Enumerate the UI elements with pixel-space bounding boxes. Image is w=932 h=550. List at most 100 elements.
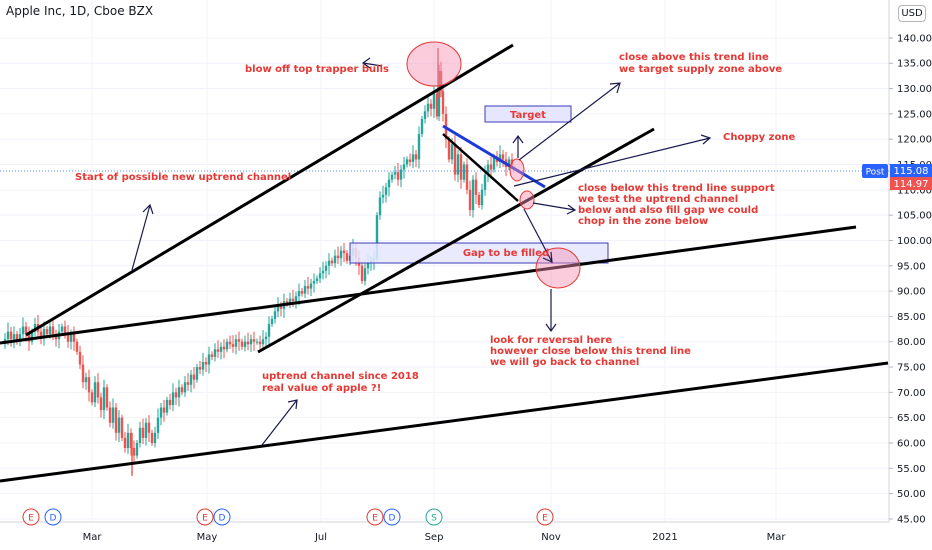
candle-body [492, 156, 496, 170]
annotation-close-above-1: close above this trend line [619, 52, 769, 63]
candle-body [399, 169, 403, 180]
candle-body [483, 174, 487, 190]
candle-body [279, 306, 283, 309]
inner-uptrend-line[interactable] [257, 127, 655, 354]
breakdown-ellipse[interactable] [519, 190, 535, 210]
time-axis[interactable]: Mar May Jul Sep Nov 2021 Mar [83, 532, 787, 543]
candle-body [453, 144, 457, 175]
arrow-close-above [518, 82, 621, 161]
candle-body [72, 334, 76, 342]
annotation-close-below-2: we test the uptrend channel [578, 194, 738, 205]
candle-body [12, 334, 16, 340]
candle-body [99, 397, 103, 411]
x-tick-label: Mar [767, 532, 787, 543]
candle-body [237, 339, 241, 342]
candle-body [261, 339, 265, 345]
candle-body [135, 442, 139, 456]
annotation-2018-1: uptrend channel since 2018 [262, 371, 419, 382]
candle-body [432, 93, 436, 109]
candle-body [15, 334, 19, 342]
top-ellipse[interactable] [406, 41, 462, 87]
lower-channel-line[interactable] [0, 361, 889, 483]
candle-body [437, 70, 441, 117]
y-tick-label: 130.00 [897, 84, 932, 95]
y-tick-label: 140.00 [897, 33, 932, 44]
candle-body [375, 215, 379, 259]
candle-body [102, 387, 106, 411]
candle-body [327, 260, 331, 266]
candle-body [222, 346, 226, 350]
upper-channel-line[interactable] [25, 43, 514, 337]
annotations: blow off top trapper bulls close above t… [75, 52, 795, 394]
candle-body [132, 448, 136, 456]
last-price: 114.97 [894, 179, 929, 190]
candle-body [60, 326, 64, 332]
y-tick-label: 105.00 [897, 211, 932, 222]
y-tick-label: 50.00 [897, 489, 926, 500]
candle-body [138, 427, 142, 443]
currency-button[interactable]: USD [898, 5, 926, 22]
candle-body [87, 377, 91, 393]
candle-body [42, 329, 46, 337]
candle-body [48, 326, 52, 335]
short-trend-line[interactable] [442, 133, 519, 202]
candle-body [174, 392, 178, 398]
candle-body [405, 159, 409, 165]
candle-body [252, 339, 256, 342]
y-tick-label: 45.00 [897, 514, 926, 525]
candle-body [408, 159, 412, 162]
x-tick-label: Mar [83, 532, 103, 543]
breakout-ellipse[interactable] [509, 158, 525, 182]
candle-body [18, 334, 22, 342]
candle-body [459, 154, 463, 180]
candle-body [381, 194, 385, 198]
candle-body [426, 103, 430, 112]
grid [0, 0, 889, 522]
candle-body [318, 273, 322, 279]
candle-body [435, 93, 439, 117]
candle-body [186, 382, 190, 385]
candle-body [267, 324, 271, 337]
annotation-choppy: Choppy zone [723, 132, 795, 143]
y-tick-label: 95.00 [897, 261, 926, 272]
event-marker-circle [366, 508, 384, 526]
target-zone[interactable] [484, 105, 572, 123]
event-marker-circle [425, 508, 443, 526]
resistance-trend-line[interactable] [442, 124, 546, 189]
candle-body [378, 197, 382, 216]
x-tick-label: Jul [314, 532, 327, 543]
event-marker-label: D [219, 514, 226, 524]
candle-body [192, 374, 196, 380]
y-tick-label: 100.00 [897, 236, 932, 247]
candle-body [471, 179, 475, 211]
arrow-uptrend-2018 [261, 399, 298, 446]
middle-trend-line[interactable] [0, 225, 857, 345]
x-tick-label: Sep [425, 532, 444, 543]
price-axis[interactable]: 45.00 50.00 55.00 60.00 65.00 70.00 75.00 80.00… [889, 33, 932, 525]
y-tick-label: 55.00 [897, 464, 926, 475]
candle-body [30, 331, 34, 342]
y-tick-label: 110.00 [897, 185, 932, 196]
candle-body [129, 432, 133, 449]
reversal-ellipse[interactable] [535, 247, 581, 289]
candle-body [66, 334, 70, 342]
annotation-close-below-1: close below this trend line support [578, 183, 775, 194]
arrows [131, 57, 712, 446]
arrow-start-channel [131, 203, 154, 271]
candle-body [312, 280, 316, 284]
event-marker-label: E [542, 514, 548, 524]
annotation-close-above-2: we target supply zone above [619, 64, 782, 75]
annotation-reversal-1: look for reversal here [490, 335, 612, 346]
candle-body [429, 103, 433, 109]
post-label-badge [862, 164, 888, 178]
candle-body [141, 427, 145, 438]
event-marker-circle [196, 508, 214, 526]
y-tick-label: 90.00 [897, 287, 926, 298]
candle-body [90, 392, 94, 403]
y-tick-label: 70.00 [897, 388, 926, 399]
candle-body [105, 387, 109, 408]
annotation-new-channel: Start of possible new uptrend channel [75, 172, 291, 183]
candle-body [213, 349, 217, 357]
